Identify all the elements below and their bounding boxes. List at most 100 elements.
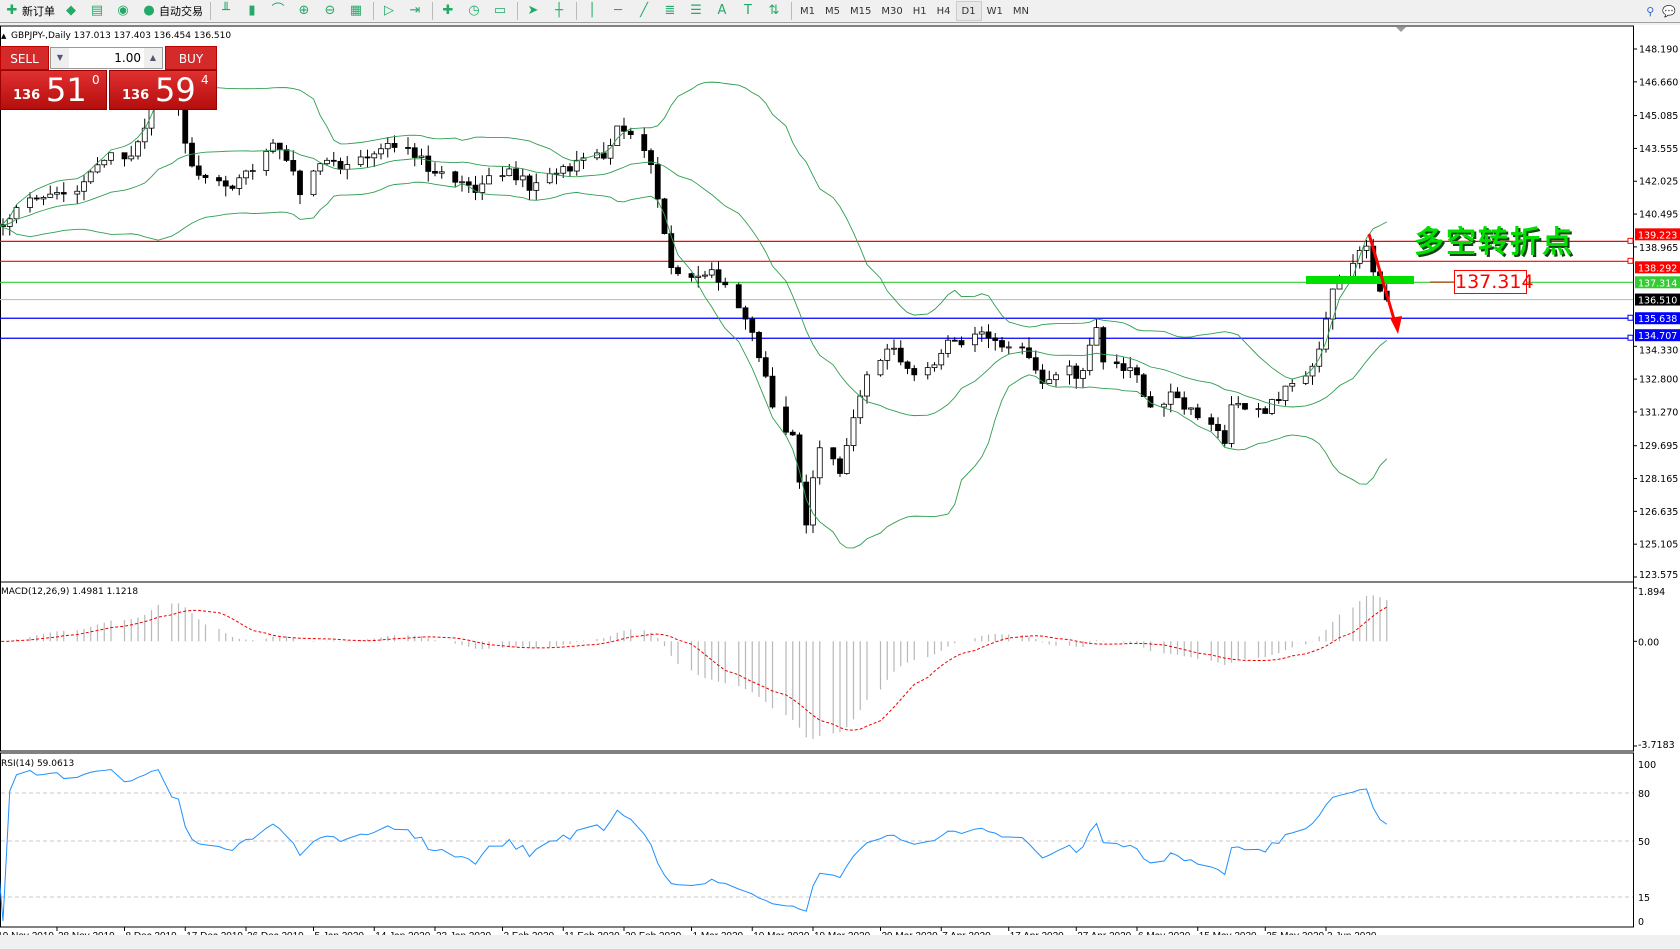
sell-price-fraction: 0 — [92, 73, 100, 87]
zoom-out-button[interactable]: ⊖ — [318, 1, 344, 21]
buy-button[interactable]: BUY — [165, 46, 217, 70]
bull-candle — [938, 352, 945, 366]
bull-candle — [972, 333, 978, 346]
date-tick-label: 10 Mar 2020 — [753, 931, 810, 935]
periods-button[interactable]: ◷ — [462, 1, 488, 21]
crosshair-button[interactable]: ┼ — [547, 1, 573, 21]
bear-candle — [904, 361, 911, 369]
line-chart-button[interactable]: ⌒ — [266, 1, 292, 21]
volume-input[interactable] — [69, 51, 144, 65]
auto-trading-button[interactable]: ● 自动交易 — [137, 1, 207, 21]
auto-scroll-icon: ▷ — [384, 3, 394, 18]
toolbar-separator — [373, 2, 374, 20]
bear-candle — [796, 434, 803, 483]
bull-candle — [108, 152, 114, 161]
signals-icon: ◉ — [117, 3, 129, 18]
vertical-line-button[interactable]: │ — [580, 1, 606, 21]
date-tick-label: 17 Dec 2019 — [186, 931, 243, 935]
bear-candle — [229, 185, 236, 189]
cursor-button[interactable]: ➤ — [521, 1, 547, 21]
timeframe-m30[interactable]: M30 — [881, 5, 903, 17]
bear-candle — [391, 143, 398, 148]
date-tick-label: 5 Jan 2020 — [315, 931, 365, 935]
bull-candle — [128, 155, 135, 160]
date-tick-label: 8 Dec 2019 — [126, 931, 178, 935]
price-line-label-bg — [1635, 329, 1680, 342]
bull-candle — [418, 155, 425, 158]
timeframe-m15[interactable]: M15 — [850, 5, 872, 17]
bull-candle — [54, 192, 60, 195]
down-arrow — [1367, 233, 1398, 327]
candlestick-button[interactable]: ▮ — [240, 1, 266, 21]
navigator-button[interactable]: ▤ — [85, 1, 111, 21]
timeframe-mn[interactable]: MN — [1012, 5, 1029, 17]
bull-candle — [40, 197, 47, 200]
date-tick-label: 25 May 2020 — [1266, 931, 1324, 935]
bull-candle — [317, 163, 324, 172]
bear-candle — [749, 318, 756, 333]
bull-candle — [1363, 245, 1370, 251]
buy-price[interactable]: 136 59 4 — [109, 70, 217, 110]
fibo-fan-button[interactable]: ☰ — [684, 1, 710, 21]
search-icon[interactable]: ⚲ — [1646, 4, 1655, 18]
horizontal-line-button[interactable]: ─ — [606, 1, 632, 21]
bear-candle — [182, 106, 189, 144]
timeframe-m1[interactable]: M1 — [800, 5, 815, 17]
bear-candle — [735, 284, 742, 309]
buy-price-pips: 59 — [155, 71, 196, 109]
bull-candle — [843, 445, 850, 474]
bear-candle — [297, 170, 303, 196]
bear-candle — [1215, 423, 1221, 432]
rsi-tick-label: 100 — [1638, 760, 1656, 771]
bull-candle — [499, 175, 506, 178]
bull-candle — [47, 193, 54, 198]
price-line-label-bg — [1635, 261, 1680, 274]
trendline-button[interactable]: ╱ — [632, 1, 658, 21]
bull-candle — [94, 164, 101, 173]
price-tick-label: 145.085 — [1639, 111, 1678, 122]
signals-button[interactable]: ◉ — [111, 1, 137, 21]
zoom-in-button[interactable]: ⊕ — [292, 1, 318, 21]
new-order-button[interactable]: ✚ 新订单 — [0, 1, 59, 21]
timeframe-d1[interactable]: D1 — [955, 1, 982, 21]
bull-candle — [816, 447, 823, 479]
bull-candle — [378, 148, 384, 155]
chart-shift-button[interactable]: ⇥ — [403, 1, 429, 21]
timeframe-m5[interactable]: M5 — [825, 5, 840, 17]
bear-candle — [222, 180, 229, 187]
auto-scroll-button[interactable]: ▷ — [377, 1, 403, 21]
bull-candle — [1167, 391, 1174, 405]
timeframe-h1[interactable]: H1 — [912, 5, 927, 17]
chart-canvas[interactable]: GBPJPY-,Daily 137.013 137.403 136.454 13… — [0, 25, 1680, 942]
chart-window[interactable]: GBPJPY-,Daily 137.013 137.403 136.454 13… — [0, 25, 1680, 942]
templates-button[interactable]: ▭ — [488, 1, 514, 21]
price-line-label-bg — [1635, 228, 1680, 241]
text-button[interactable]: A — [710, 1, 736, 21]
decrease-volume-icon[interactable]: ▼ — [51, 48, 69, 68]
text-label-button[interactable]: T — [736, 1, 762, 21]
bear-candle — [985, 331, 992, 339]
indicators-button[interactable]: ✚ — [436, 1, 462, 21]
tile-windows-button[interactable]: ▦ — [344, 1, 370, 21]
bull-candle — [263, 150, 270, 171]
bear-candle — [654, 164, 661, 200]
bull-candle — [924, 367, 931, 376]
sell-button[interactable]: SELL — [0, 46, 49, 70]
arrows-icon: ⇅ — [768, 3, 780, 18]
price-tick-label: 123.575 — [1639, 570, 1678, 581]
sell-price[interactable]: 136 51 0 — [0, 70, 107, 110]
market-watch-button[interactable]: ◆ — [59, 1, 85, 21]
bull-candle — [1323, 318, 1329, 350]
timeframe-w1[interactable]: W1 — [986, 5, 1003, 17]
chat-icon[interactable]: 💬 — [1662, 4, 1676, 18]
bar-chart-button[interactable]: ╨ — [214, 1, 240, 21]
timeframe-h4[interactable]: H4 — [936, 5, 951, 17]
fibonacci-button[interactable]: ≣ — [658, 1, 684, 21]
rsi-label: RSI(14) 59.0613 — [1, 759, 74, 769]
bear-candle — [1174, 391, 1181, 399]
arrows-button[interactable]: ⇅ — [762, 1, 788, 21]
increase-volume-icon[interactable]: ▲ — [144, 48, 162, 68]
bear-candle — [452, 171, 459, 183]
volume-stepper[interactable]: ▼ ▲ — [50, 47, 163, 69]
bull-candle — [357, 156, 364, 166]
